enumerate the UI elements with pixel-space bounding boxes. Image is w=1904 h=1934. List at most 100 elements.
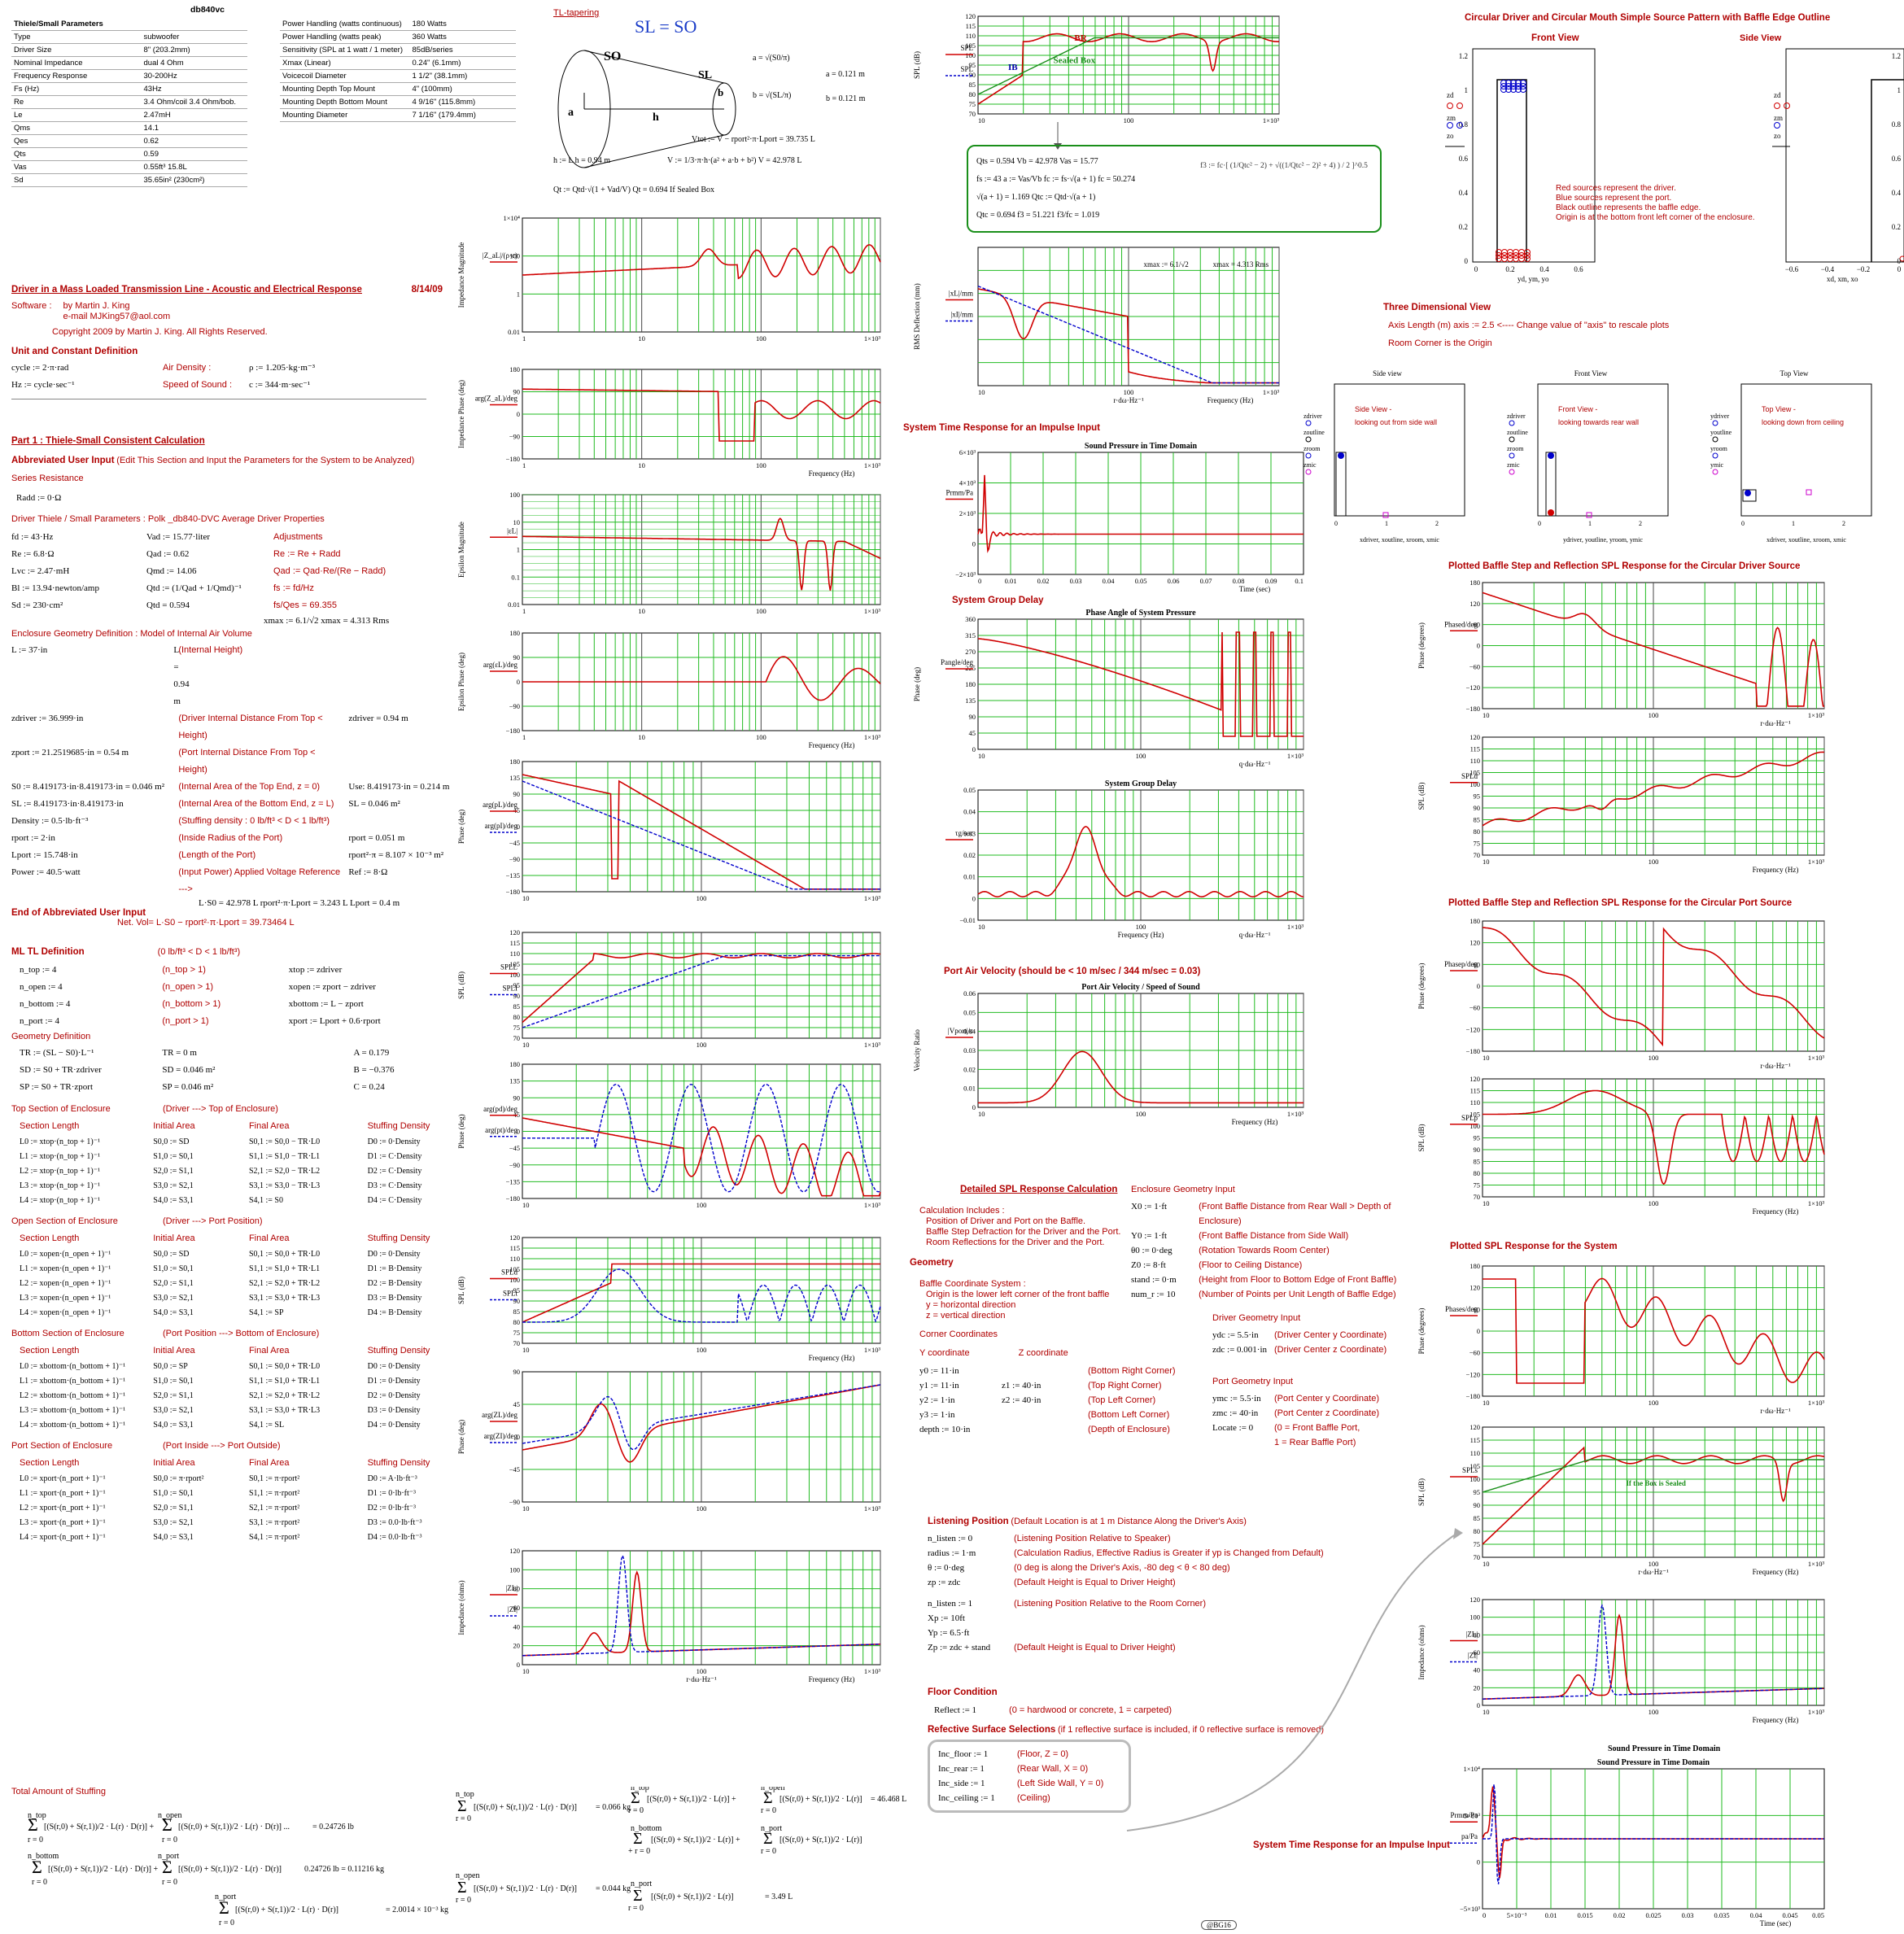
- y-tick: 115: [510, 1244, 520, 1252]
- x-tick: 100: [1649, 858, 1659, 866]
- svg-text:Σ: Σ: [162, 1814, 172, 1835]
- series-label: arg(ZL)/deg: [482, 1411, 517, 1419]
- y-tick: 80: [1474, 1631, 1481, 1639]
- calc-row: y0 := 11·in (Bottom Right Corner): [919, 1364, 1408, 1378]
- x-tick: 0.04: [1103, 577, 1116, 585]
- series-line: [522, 780, 880, 890]
- netvol: L·S0 = 42.978 L rport²·π·Lport = 3.243 L…: [199, 898, 400, 908]
- x-tick: 10: [522, 894, 530, 902]
- series-line: [977, 474, 1304, 553]
- port-source: [1520, 80, 1526, 86]
- x-tick: 1: [522, 334, 526, 343]
- spec-value: 0.24" (6.1mm): [409, 56, 516, 70]
- calc-cell: xport := Lport + 0.6·rport: [288, 1016, 381, 1026]
- y-tick: 120: [1469, 1423, 1480, 1431]
- x-tick: 100: [697, 1201, 707, 1209]
- section-note: (Port Position ---> Bottom of Enclosure): [163, 1329, 320, 1338]
- calc-cell: Adjustments: [273, 532, 323, 542]
- y-tick: 105: [509, 1265, 520, 1273]
- series-label: SPLI: [502, 984, 517, 993]
- spec-value: 8" (203.2mm): [141, 43, 247, 57]
- calc-cell: Qmd := 14.06: [146, 566, 197, 576]
- plot-vel-ph: 180 90 0 −90 −180 1 10 100 1×10³ Frequency (Hz) Ep…: [456, 628, 895, 750]
- calc-cell: fs/Qes = 69.355: [273, 600, 337, 610]
- y-tick: 180: [1469, 1262, 1480, 1270]
- driver-source: [1524, 255, 1531, 262]
- series-line: [977, 631, 1304, 737]
- section-cell: S3,1 := π·rport²: [248, 1518, 300, 1527]
- view-legend: zoutline: [1304, 429, 1325, 436]
- port-source: [1505, 80, 1512, 86]
- tl-a-val: a = 0.121 m: [826, 70, 865, 79]
- calc-cell: [348, 642, 451, 710]
- spl-title: Detailed SPL Response Calculation: [960, 1185, 1118, 1194]
- tl-so: SO: [604, 50, 621, 63]
- y-tick: 120: [1469, 1075, 1480, 1083]
- x-tick: 0.04: [1750, 1911, 1763, 1919]
- density-label: Air Density :: [163, 363, 212, 373]
- section-cell: S0,0 := SD: [153, 1250, 190, 1259]
- series-label: pa/Pa: [1461, 1832, 1478, 1840]
- y-tick: 1: [1897, 86, 1902, 94]
- section-cell: L2 := xport·(n_port + 1)⁻¹: [20, 1504, 106, 1513]
- y-tick: 180: [509, 757, 520, 766]
- calc-cell: n_listen := 0: [928, 1534, 973, 1543]
- y-tick: 45: [513, 1111, 521, 1119]
- x-title: Frequency (Hz): [1753, 1716, 1799, 1724]
- x-tick: 100: [697, 1041, 707, 1049]
- section-cell: D2 := 0·lb·ft⁻³: [367, 1504, 417, 1513]
- calc-row: S0 := 8.419173·in·8.419173·in = 0.046 m²…: [11, 779, 451, 796]
- y-title: Impedance Magnitude: [457, 242, 465, 308]
- y-tick: 180: [1469, 578, 1480, 587]
- stuffing-r1: = 0.24726 lb: [312, 1823, 354, 1831]
- svg-text:2: 2: [1435, 520, 1439, 527]
- y-tick: 0: [517, 410, 520, 418]
- plot-bs-d-ph: 180 120 60 0 −60 −120 −180 10 100 1×10³ r·dω·Hz⁻¹ P…: [1416, 578, 1839, 728]
- spec-row: Mounting Depth Bottom Mount 4 9/16" (115.…: [280, 95, 516, 109]
- svg-text:n_top: n_top: [456, 1790, 474, 1799]
- box-row-4: Qtc = 0.694 f3 = 51.221 f3/fc = 1.019: [976, 211, 1100, 220]
- view-note: Side View -: [1355, 405, 1391, 413]
- calc-cell: [1014, 1626, 1356, 1640]
- calc-row: zmc := 40·in (Port Center z Coordinate): [1212, 1406, 1400, 1421]
- spl-zcoord: Z coordinate: [1018, 1348, 1068, 1358]
- x-tick: 0.4: [1539, 265, 1549, 273]
- ts-params: fd := 43·Hz Vad := 15.77·liter Adjustments…: [11, 529, 451, 614]
- x-tick: 100: [1649, 1199, 1659, 1207]
- y-tick: 70: [513, 1339, 521, 1347]
- drv-title: Driver Geometry Input: [1212, 1313, 1301, 1323]
- spec-key: Mounting Depth Top Mount: [280, 82, 410, 96]
- section-cell: D3 := 0·Density: [367, 1406, 421, 1415]
- svg-text:0: 0: [1538, 520, 1541, 527]
- x-tick: 0.015: [1577, 1911, 1592, 1919]
- section-cell: D1 := 0·lb·ft⁻³: [367, 1489, 417, 1498]
- series-label: Prmm/Pa: [1450, 1811, 1478, 1819]
- y-tick: 85: [513, 1002, 521, 1011]
- plot-time: Sound Pressure in Time Domain 6×10³ 4×10³ 2…: [911, 439, 1318, 594]
- y-tick: 80: [1474, 1527, 1481, 1535]
- tl-h: h: [653, 111, 659, 124]
- svg-text:Σ: Σ: [633, 1830, 643, 1848]
- x-title: Frequency (Hz): [1753, 1207, 1799, 1216]
- section-cell: L1 := xtop·(n_top + 1)⁻¹: [20, 1152, 100, 1161]
- plot-title: Sound Pressure in Time Domain: [1085, 442, 1198, 451]
- circ-views: Front View Side View 1.2 1.2 1 1 0.8 0.8 0.6 0.…: [1445, 33, 1904, 283]
- x-title: Frequency (Hz): [1753, 866, 1799, 874]
- x-tick: 10: [978, 388, 985, 396]
- series-line: [522, 1384, 881, 1451]
- calc-cell: z1 := 40·in: [1002, 1381, 1042, 1390]
- reflect-def: Reflect := 1: [934, 1705, 977, 1715]
- y-tick: 110: [1470, 1098, 1480, 1107]
- plot-bs-p-spl: 120 115 110 105 100 95 90 85 80 75 70 10 100 1×10³ Fre…: [1416, 1074, 1839, 1216]
- y-tick: −180: [505, 455, 520, 463]
- section-cell: S1,1 := S1,0 + TR·L1: [248, 1264, 321, 1273]
- tl-sl: SL: [698, 69, 712, 81]
- driver-header: Driver Thiele / Small Parameters : Polk …: [11, 514, 325, 524]
- calc-cell: Use: 8.419173·in = 0.214 m: [348, 782, 450, 792]
- calc-row: ydc := 5.5·in (Driver Center y Coordinate…: [1212, 1328, 1400, 1342]
- svg-text:r = 0: r = 0: [28, 1836, 43, 1845]
- section-cell: D3 := 0.0·lb·ft⁻³: [367, 1518, 422, 1527]
- y-title: Phase (degrees): [1417, 963, 1426, 1010]
- calc-cell: (Default Height is Equal to Driver Heigh…: [1014, 1643, 1176, 1652]
- spl-includes: Calculation Includes :: [919, 1206, 1005, 1216]
